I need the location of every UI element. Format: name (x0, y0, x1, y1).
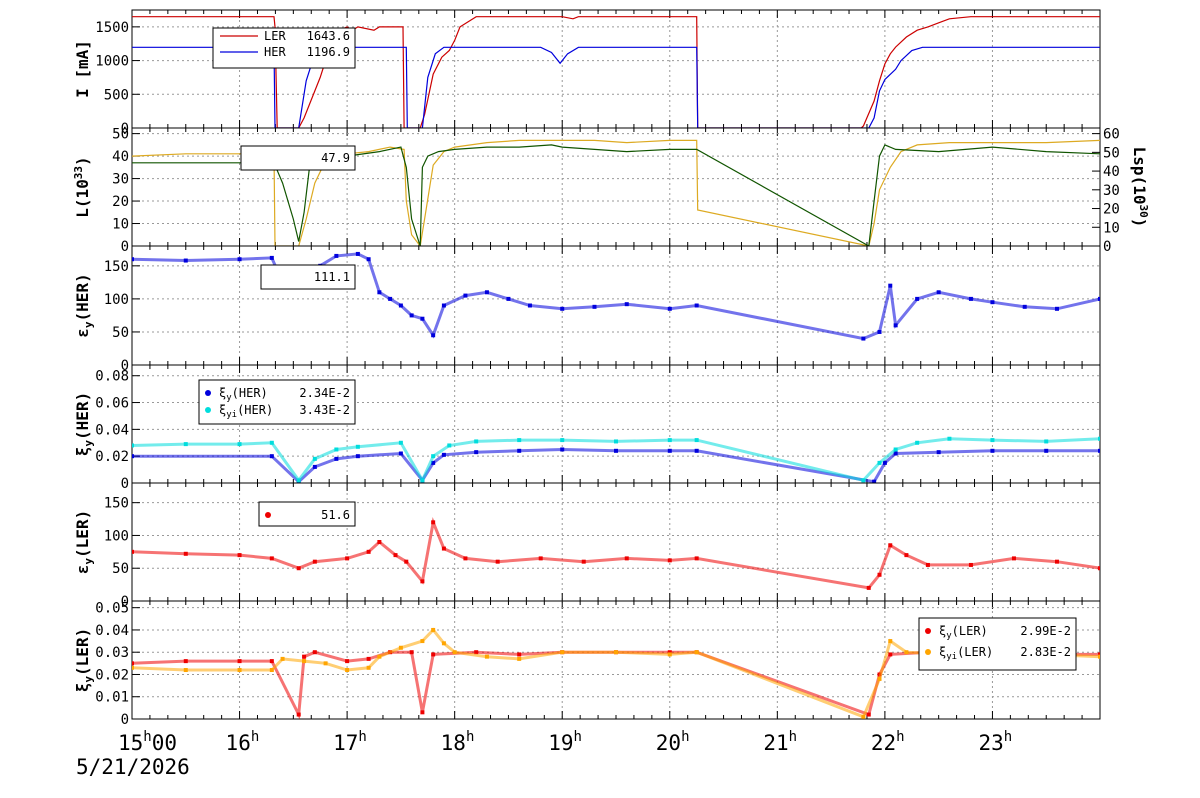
legend-value: 1196.9 (307, 45, 350, 59)
y-axis-label: L(1033) (72, 156, 92, 217)
y-tick-label: 50 (112, 325, 129, 341)
legend-label: ξyi(HER) (219, 403, 273, 420)
x-tick-label: 21h (763, 729, 797, 755)
y2-tick-label: 30 (1103, 183, 1120, 199)
y-tick-label: 50 (112, 561, 129, 577)
y2-tick-label: 50 (1103, 145, 1120, 161)
series-band (132, 516, 1100, 590)
legend-marker (925, 649, 931, 655)
y-tick-label: 40 (112, 149, 129, 165)
y-tick-label: 50 (112, 127, 129, 143)
y2-tick-label: 20 (1103, 202, 1120, 218)
legend-marker (265, 512, 271, 518)
series-band (132, 627, 1100, 719)
y-tick-label: 10 (112, 217, 129, 233)
legend-box (198, 379, 356, 425)
y-tick-label: 0 (121, 712, 129, 728)
legend-label: ξy(LER) (939, 624, 988, 641)
legend-label: HER (264, 45, 286, 59)
x-tick-label: 20h (656, 729, 690, 755)
y-tick-label: 0.05 (95, 601, 129, 617)
y-tick-label: 1000 (95, 54, 129, 70)
legend-box (260, 264, 356, 290)
y-tick-label: 0 (121, 594, 129, 610)
y-tick-label: 0.06 (95, 396, 129, 412)
y-tick-label: 0.02 (95, 667, 129, 683)
x-tick-label: 22h (871, 729, 905, 755)
y-tick-label: 0 (121, 239, 129, 255)
y-tick-label: 0 (121, 358, 129, 374)
legend-marker (925, 628, 931, 634)
y-tick-label: 20 (112, 194, 129, 210)
legend-box (258, 501, 356, 527)
legend-value: 111.1 (314, 270, 350, 284)
y-tick-label: 150 (104, 259, 129, 275)
y-axis-label: I [mA] (73, 40, 92, 98)
legend-box (240, 145, 356, 171)
legend-box (918, 617, 1077, 671)
series-line (132, 144, 1100, 246)
legend-value: 2.34E-2 (299, 386, 350, 400)
series-band (132, 437, 1100, 483)
x-tick-label: 19h (548, 729, 582, 755)
panel-frame-emittance_ler (131, 482, 1101, 602)
y2-axis-label: Lsp(1030) (1130, 147, 1150, 228)
y2-tick-label: 10 (1103, 220, 1120, 236)
series-band (132, 447, 1100, 483)
legend-label: ξy(HER) (219, 386, 268, 403)
x-tick-label: 17h (333, 729, 367, 755)
y-axis-label: εy(HER) (73, 273, 95, 337)
y-tick-label: 0 (121, 121, 129, 137)
legend-value: 2.83E-2 (1020, 645, 1071, 659)
y-tick-label: 30 (112, 172, 129, 188)
legend-value: 2.99E-2 (1020, 624, 1071, 638)
x-tick-label: 16h (226, 729, 260, 755)
y-axis-label: εy(LER) (73, 510, 95, 574)
legend-box (212, 27, 356, 69)
y-tick-label: 0.02 (95, 449, 129, 465)
legend-label: LER (264, 29, 286, 43)
series-line (132, 139, 1100, 246)
y-tick-label: 100 (104, 292, 129, 308)
y-tick-label: 0.03 (95, 645, 129, 661)
y-axis-label: ξy(HER) (73, 392, 95, 456)
y-tick-label: 500 (104, 87, 129, 103)
y2-tick-label: 40 (1103, 164, 1120, 180)
y2-tick-label: 60 (1103, 127, 1120, 143)
date-label: 5/21/2026 (76, 755, 190, 779)
x-tick-label: 23h (978, 729, 1012, 755)
y-tick-label: 0.08 (95, 369, 129, 385)
y-tick-label: 1500 (95, 20, 129, 36)
legend-value: 1643.6 (307, 29, 350, 43)
legend-label: ξyi(LER) (939, 645, 993, 662)
y-tick-label: 0.04 (95, 422, 129, 438)
y-tick-label: 0 (121, 476, 129, 492)
x-tick-label: 18h (441, 729, 475, 755)
legend-value: 47.9 (321, 151, 350, 165)
y-axis-label: ξy(LER) (73, 628, 95, 692)
x-tick-label: 15h00 (118, 729, 177, 755)
y-tick-label: 100 (104, 528, 129, 544)
y-tick-label: 0.04 (95, 623, 129, 639)
y2-tick-label: 0 (1103, 239, 1111, 255)
legend-value: 3.43E-2 (299, 403, 350, 417)
legend-marker (205, 407, 211, 413)
legend-value: 51.6 (321, 508, 350, 522)
legend-marker (205, 390, 211, 396)
y-tick-label: 150 (104, 496, 129, 512)
y-tick-label: 0.01 (95, 690, 129, 706)
